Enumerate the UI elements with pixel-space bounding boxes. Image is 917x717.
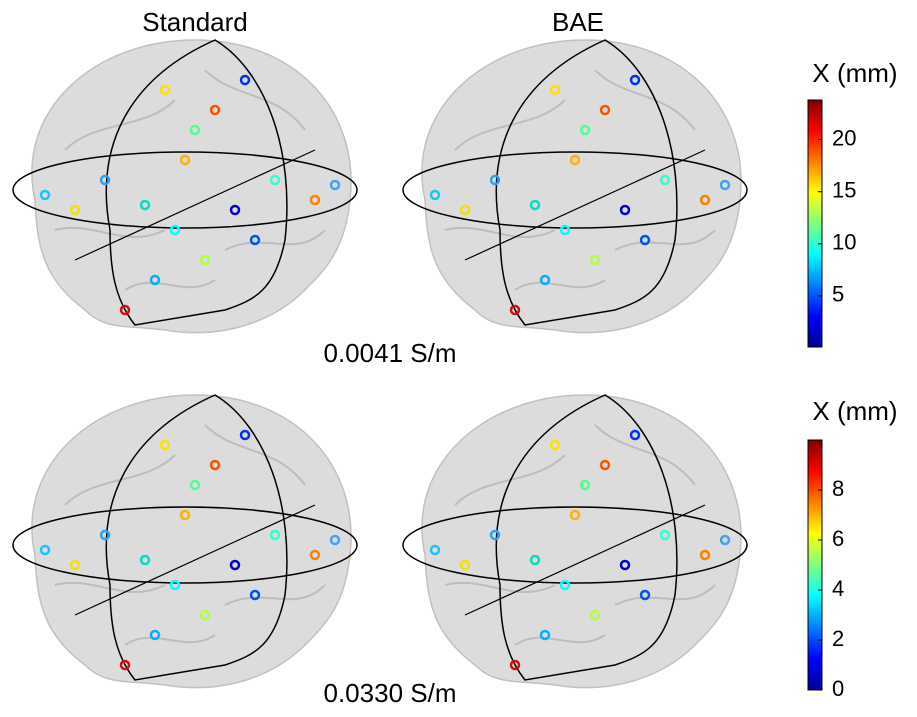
colorbar-title: X (mm): [812, 396, 897, 426]
brain-render: [402, 39, 748, 334]
colorbar: [807, 439, 823, 691]
colorbar: [807, 99, 823, 348]
column-title: Standard: [142, 7, 248, 37]
brain-render: [12, 39, 358, 334]
tick-label: 8: [832, 476, 844, 501]
tick-label: 5: [832, 282, 844, 307]
column-title: BAE: [552, 7, 604, 37]
tick-label: 10: [832, 230, 856, 255]
tick-label: 6: [832, 526, 844, 551]
tick-label: 0: [832, 676, 844, 701]
tick-label: 20: [832, 125, 856, 150]
tick-label: 2: [832, 626, 844, 651]
tick-label: 4: [832, 576, 844, 601]
tick-label: 15: [832, 178, 856, 203]
brain-render: [12, 394, 358, 689]
row-label: 0.0041 S/m: [324, 338, 457, 368]
colorbar-title: X (mm): [812, 58, 897, 88]
brain-render: [402, 394, 748, 689]
row-label: 0.0330 S/m: [324, 678, 457, 708]
